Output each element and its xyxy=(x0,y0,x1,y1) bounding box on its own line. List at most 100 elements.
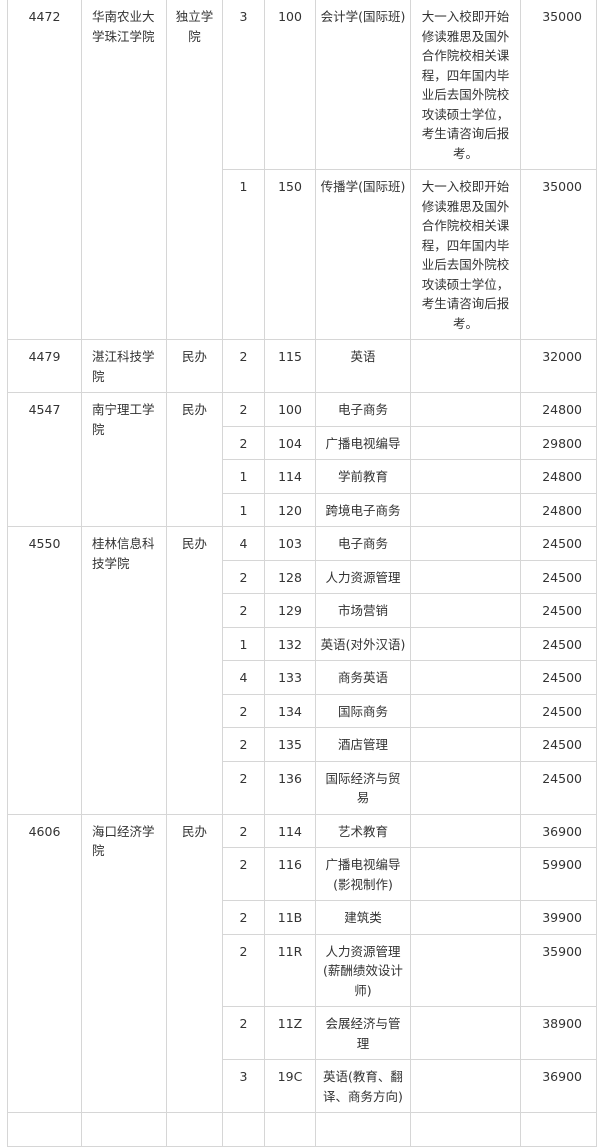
major-notes xyxy=(410,933,521,1007)
tuition-fee: 35000 xyxy=(520,169,597,340)
tuition-fee: 32000 xyxy=(520,339,597,393)
empty-cell xyxy=(520,1112,597,1147)
major-name: 人力资源管理(薪酬绩效设计师) xyxy=(315,933,411,1007)
major-notes xyxy=(410,1006,521,1060)
table-row: 1 132 英语(对外汉语) 24500 xyxy=(8,626,597,661)
major-code: 11B xyxy=(264,900,316,935)
major-notes xyxy=(410,1059,521,1113)
major-notes xyxy=(410,693,521,728)
table-row: 1 150 传播学(国际班) 大一入校即开始修读雅思及国外合作院校相关课程，四年国内毕… xyxy=(8,169,597,340)
table-row: 1 114 学前教育 24800 xyxy=(8,459,597,494)
table-row: 4472 华南农业大学珠江学院 独立学院 3 100 会计学(国际班) 大一入校即开始修读雅… xyxy=(7,0,597,340)
major-name: 人力资源管理 xyxy=(315,559,411,594)
major-notes xyxy=(410,459,521,494)
tuition-fee: 59900 xyxy=(520,847,597,901)
major-code: 103 xyxy=(264,526,316,561)
major-code: 129 xyxy=(264,593,316,628)
table-row: 2 116 广播电视编导(影视制作) 59900 xyxy=(8,847,597,901)
school-type: 民办 xyxy=(166,339,223,393)
major-code: 132 xyxy=(264,626,316,661)
table-row: 4550 桂林信息科技学院 民办 4 103 电子商务 24500 xyxy=(7,526,597,815)
major-name: 艺术教育 xyxy=(315,813,411,848)
school-name: 桂林信息科技学院 xyxy=(81,526,167,815)
major-notes: 大一入校即开始修读雅思及国外合作院校相关课程，四年国内毕业后去国外院校攻读硕士学… xyxy=(410,0,521,170)
major-name: 建筑类 xyxy=(315,900,411,935)
plan-count: 2 xyxy=(222,727,265,762)
plan-count: 2 xyxy=(222,339,265,393)
table-row: 2 129 市场营销 24500 xyxy=(8,593,597,628)
major-name: 英语 xyxy=(315,339,411,393)
table-row: 4 133 商务英语 24500 xyxy=(8,660,597,695)
major-notes xyxy=(410,339,521,393)
major-name: 学前教育 xyxy=(315,459,411,494)
school-code: 4479 xyxy=(7,339,82,393)
major-name: 英语(对外汉语) xyxy=(315,626,411,661)
school-name: 海口经济学院 xyxy=(81,813,167,1113)
school-name: 华南农业大学珠江学院 xyxy=(81,0,167,340)
empty-cell xyxy=(7,1112,82,1147)
major-name: 广播电视编导(影视制作) xyxy=(315,847,411,901)
table-row: 2 128 人力资源管理 24500 xyxy=(8,559,597,594)
table-row: 1 120 跨境电子商务 24800 xyxy=(8,492,597,527)
table-row: 2 11B 建筑类 39900 xyxy=(8,900,597,935)
tuition-fee: 35000 xyxy=(520,0,597,170)
tuition-fee: 24500 xyxy=(520,660,597,695)
tuition-fee: 24500 xyxy=(520,626,597,661)
major-notes xyxy=(410,727,521,762)
major-notes xyxy=(410,492,521,527)
major-code: 136 xyxy=(264,760,316,815)
major-name: 国际经济与贸易 xyxy=(315,760,411,815)
tuition-fee: 24800 xyxy=(520,492,597,527)
tuition-fee: 36900 xyxy=(520,813,597,848)
major-code: 133 xyxy=(264,660,316,695)
plan-count: 2 xyxy=(222,1006,265,1060)
tuition-fee: 24800 xyxy=(520,459,597,494)
major-code: 135 xyxy=(264,727,316,762)
empty-cell xyxy=(81,1112,167,1147)
table-row: 3 19C 英语(教育、翻译、商务方向) 36900 xyxy=(8,1059,597,1113)
major-notes xyxy=(410,559,521,594)
school-type: 民办 xyxy=(166,813,223,1113)
major-code: 115 xyxy=(264,339,316,393)
empty-cell xyxy=(315,1112,411,1147)
tuition-fee: 29800 xyxy=(520,425,597,460)
school-code: 4547 xyxy=(7,392,82,527)
tuition-fee: 24500 xyxy=(520,593,597,628)
tuition-fee: 38900 xyxy=(520,1006,597,1060)
plan-count: 2 xyxy=(222,813,265,848)
major-code: 128 xyxy=(264,559,316,594)
tuition-fee: 24800 xyxy=(520,392,597,427)
major-name: 英语(教育、翻译、商务方向) xyxy=(315,1059,411,1113)
empty-cell xyxy=(166,1112,223,1147)
major-code: 19C xyxy=(264,1059,316,1113)
major-name: 会计学(国际班) xyxy=(315,0,411,170)
major-name: 广播电视编导 xyxy=(315,425,411,460)
table-row: 2 11R 人力资源管理(薪酬绩效设计师) 35900 xyxy=(8,933,597,1007)
major-name: 商务英语 xyxy=(315,660,411,695)
plan-count: 2 xyxy=(222,392,265,427)
school-name: 南宁理工学院 xyxy=(81,392,167,527)
plan-count: 2 xyxy=(222,593,265,628)
major-name: 国际商务 xyxy=(315,693,411,728)
major-name: 传播学(国际班) xyxy=(315,169,411,340)
plan-count: 2 xyxy=(222,559,265,594)
plan-count: 1 xyxy=(222,169,265,340)
major-code: 150 xyxy=(264,169,316,340)
tuition-fee: 39900 xyxy=(520,900,597,935)
plan-count: 1 xyxy=(222,459,265,494)
major-name: 酒店管理 xyxy=(315,727,411,762)
school-name: 湛江科技学院 xyxy=(81,339,167,393)
table-body: 4472 华南农业大学珠江学院 独立学院 3 100 会计学(国际班) 大一入校即开始修读雅… xyxy=(7,0,597,1147)
table-row: 2 136 国际经济与贸易 24500 xyxy=(8,760,597,815)
major-notes xyxy=(410,760,521,815)
plan-count: 2 xyxy=(222,933,265,1007)
major-code: 120 xyxy=(264,492,316,527)
major-notes xyxy=(410,813,521,848)
major-notes xyxy=(410,900,521,935)
major-name: 跨境电子商务 xyxy=(315,492,411,527)
plan-count: 2 xyxy=(222,847,265,901)
table-row: 4479 湛江科技学院 民办 2 115 英语 32000 xyxy=(7,339,597,393)
major-notes xyxy=(410,392,521,427)
major-notes xyxy=(410,660,521,695)
major-notes xyxy=(410,425,521,460)
